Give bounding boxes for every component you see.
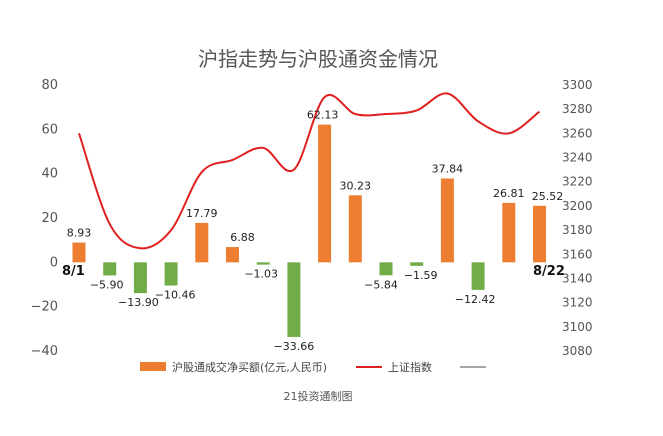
bar (471, 262, 485, 290)
bar-series (72, 124, 546, 337)
line-series-shanghai-index (78, 92, 541, 250)
bar-data-label: 17.79 (186, 207, 218, 220)
y-right-tick-label: 3200 (562, 199, 593, 213)
y-right-tick-label: 3140 (562, 271, 593, 285)
bar (133, 262, 147, 294)
y-right-tick-label: 3120 (562, 296, 593, 310)
y-right-tick-label: 3280 (562, 102, 593, 116)
y-right-tick-label: 3240 (562, 151, 593, 165)
y-right-tick-label: 3220 (562, 175, 593, 189)
y-left-tick-label: 40 (41, 167, 58, 182)
chart-credit: 21投资通制图 (284, 389, 353, 403)
bar (195, 222, 209, 263)
bar-data-label: 26.81 (493, 187, 525, 200)
legend-swatch-bar (140, 362, 166, 371)
bar (410, 262, 424, 266)
bar (256, 262, 270, 265)
bar-data-label: −5.84 (364, 278, 398, 291)
x-start-label: 8/1 (62, 264, 85, 279)
y-left-tick-label: 80 (41, 78, 58, 93)
bar-data-label: −33.66 (274, 340, 315, 353)
bar-data-label: 8.93 (67, 227, 92, 240)
y-right-tick-label: 3080 (562, 344, 593, 358)
bar-data-label: 62.13 (307, 109, 339, 122)
bar (348, 195, 362, 263)
bar (164, 262, 178, 286)
bar (533, 205, 546, 263)
bar-data-label: −13.90 (118, 296, 159, 309)
legend-label-bar: 沪股通成交净买额(亿元,人民币) (172, 360, 327, 374)
bar-data-label: −1.59 (404, 269, 438, 282)
y-right-tick-label: 3160 (562, 247, 593, 261)
y-left-tick-label: 60 (41, 122, 58, 137)
legend: 沪股通成交净买额(亿元,人民币) 上证指数 (140, 360, 486, 374)
bar-data-label: −12.42 (455, 293, 496, 306)
bar-data-label: −5.90 (90, 278, 124, 291)
y-left-tick-label: −20 (31, 300, 58, 315)
bar-data-labels: 8.93 −5.90 −13.90−10.46 17.79 6.88 −1.03 −33.6… (67, 109, 564, 353)
y-left-tick-label: 0 (50, 255, 58, 270)
bar (287, 262, 301, 337)
y-right-tick-label: 3180 (562, 223, 593, 237)
y-right-tick-label: 3300 (562, 78, 593, 92)
bar-data-label: 25.52 (532, 190, 564, 203)
bar (502, 202, 516, 263)
left-axis: 80 60 40 20 0 −20 −40 (31, 78, 58, 359)
bar-data-label: −10.46 (155, 289, 196, 302)
bar-data-label: 6.88 (230, 231, 255, 244)
bar (72, 242, 86, 263)
bar-data-label: 30.23 (340, 179, 372, 192)
y-left-tick-label: −40 (31, 344, 58, 359)
bar-data-label: −1.03 (244, 268, 278, 281)
bar (226, 247, 239, 263)
y-right-tick-label: 3260 (562, 126, 593, 140)
bar-data-label: 37.84 (432, 162, 464, 175)
y-right-tick-label: 3100 (562, 320, 593, 334)
bar (103, 262, 117, 276)
y-left-tick-label: 20 (41, 211, 58, 226)
right-axis: 3300 3280 3260 3240 3220 3200 3180 3160 3140 3120… (562, 78, 593, 358)
bar (318, 124, 332, 263)
x-end-label: 8/22 (533, 264, 565, 279)
bar (440, 178, 454, 263)
bar (379, 262, 393, 276)
chart-title: 沪指走势与沪股通资金情况 (198, 47, 438, 71)
legend-label-line: 上证指数 (388, 360, 432, 374)
